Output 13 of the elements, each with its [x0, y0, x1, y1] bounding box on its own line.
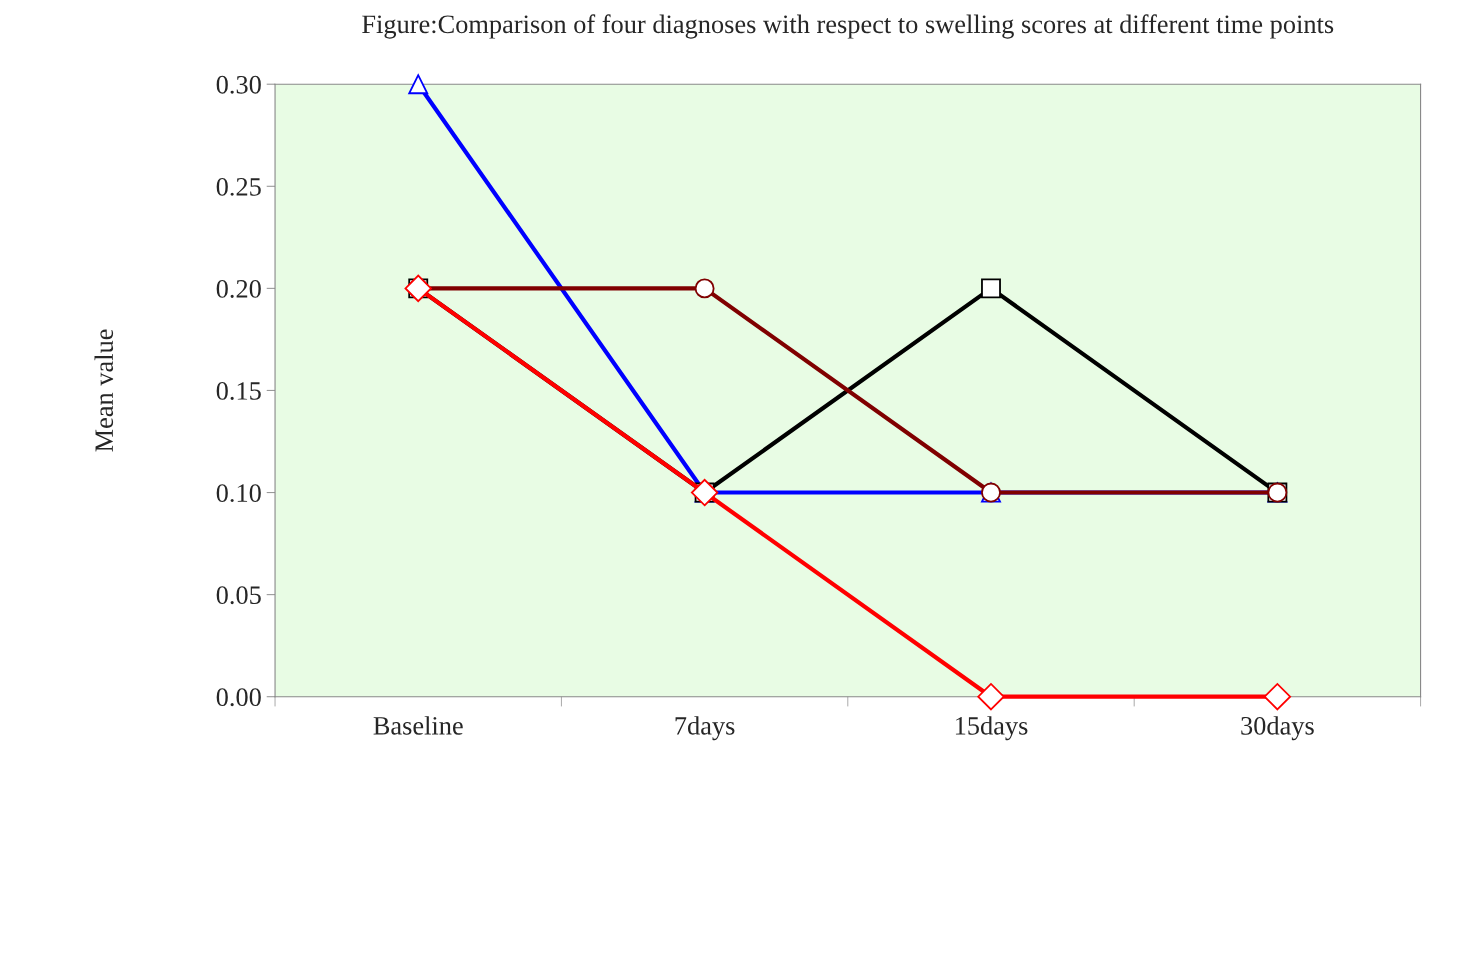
y-tick-label: 0.00 [216, 688, 261, 707]
x-tick-label: Baseline [373, 716, 463, 735]
y-tick-label: 0.10 [216, 484, 261, 503]
y-tick-label: 0.15 [216, 382, 261, 400]
y-tick-label: 0.25 [216, 177, 261, 196]
x-tick-label: 30days [1241, 716, 1314, 741]
y-tick-label: 0.30 [216, 75, 261, 94]
x-tick-label: 7days [675, 716, 735, 741]
y-tick-label: 0.05 [216, 586, 261, 605]
chart-title: Figure:Comparison of four diagnoses with respect to swelling scores at different time points [362, 14, 1334, 39]
y-axis-title: Mean value [94, 329, 114, 452]
y-tick-label: 0.20 [216, 279, 261, 298]
x-tick-label: 15days [955, 716, 1028, 741]
